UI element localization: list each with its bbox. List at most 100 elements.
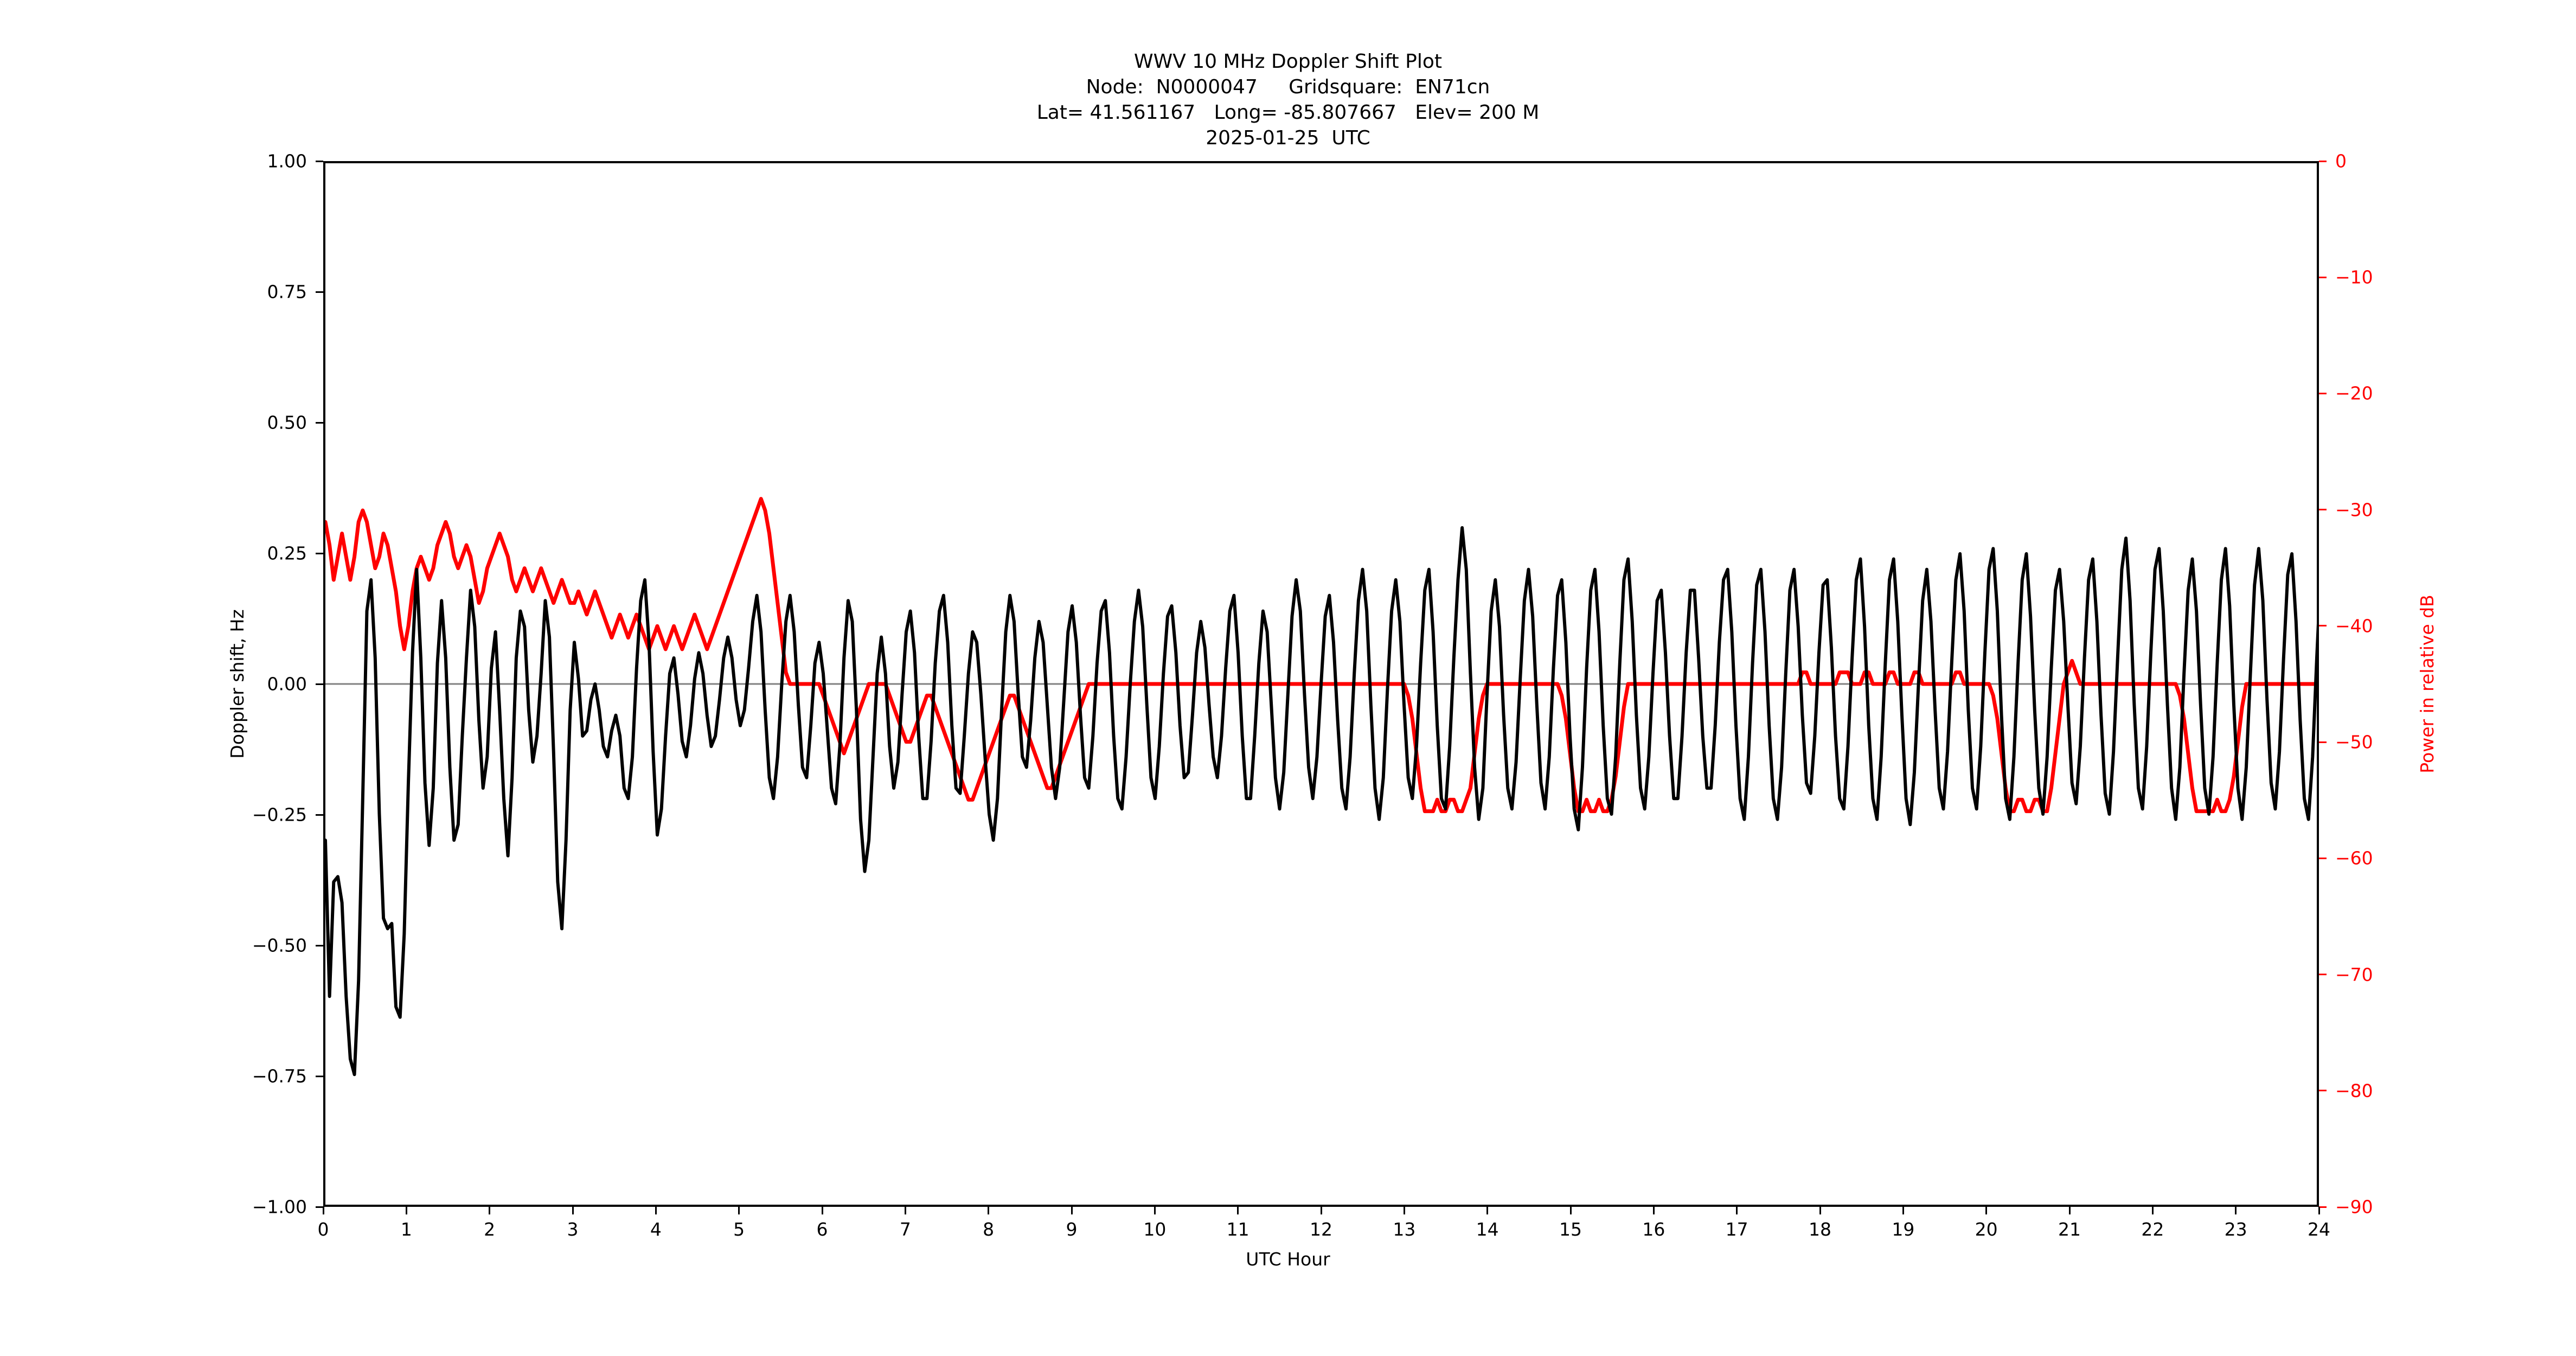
x-tick-mark [489, 1207, 491, 1214]
y-tick-label-left: 0.00 [267, 673, 307, 695]
x-tick-mark [1237, 1207, 1239, 1214]
x-tick-label: 22 [2141, 1219, 2164, 1240]
x-tick-label: 0 [317, 1219, 329, 1240]
x-tick-label: 18 [1809, 1219, 1831, 1240]
x-tick-label: 4 [650, 1219, 662, 1240]
x-tick-mark [1985, 1207, 1988, 1214]
x-tick-mark [1819, 1207, 1821, 1214]
x-tick-mark [1486, 1207, 1489, 1214]
x-tick-label: 5 [733, 1219, 745, 1240]
x-tick-mark [904, 1207, 906, 1214]
x-tick-label: 20 [1975, 1219, 1998, 1240]
x-tick-mark [405, 1207, 407, 1214]
y-tick-label-right: −70 [2335, 964, 2373, 986]
y-tick-mark-left [316, 1075, 323, 1077]
plot-area [323, 161, 2319, 1207]
x-tick-mark [2318, 1207, 2320, 1214]
x-tick-label: 1 [400, 1219, 412, 1240]
x-tick-mark [1736, 1207, 1738, 1214]
x-tick-mark [1403, 1207, 1405, 1214]
doppler-trace [325, 526, 2317, 1076]
y-tick-label-right: 0 [2335, 150, 2347, 172]
y-tick-label-left: −0.75 [252, 1065, 307, 1087]
x-tick-label: 14 [1476, 1219, 1499, 1240]
x-tick-label: 11 [1226, 1219, 1249, 1240]
y-tick-mark-left [316, 421, 323, 424]
x-tick-label: 24 [2308, 1219, 2330, 1240]
y-tick-mark-right [2319, 857, 2327, 859]
figure-title-line-4: 2025-01-25 UTC [1206, 127, 1370, 149]
x-tick-label: 16 [1642, 1219, 1665, 1240]
y-tick-label-left: 0.25 [267, 542, 307, 564]
y-tick-label-left: −0.50 [252, 935, 307, 956]
y-tick-label-right: −20 [2335, 382, 2373, 404]
x-tick-label: 10 [1143, 1219, 1167, 1240]
x-tick-mark [1071, 1207, 1073, 1214]
y-tick-mark-left [316, 814, 323, 816]
y-tick-mark-right [2319, 741, 2327, 743]
x-tick-mark [2068, 1207, 2071, 1214]
y-tick-label-left: 0.75 [267, 281, 307, 303]
y-tick-mark-right [2319, 276, 2327, 278]
x-tick-mark [1320, 1207, 1322, 1214]
y-tick-mark-right [2319, 625, 2327, 627]
x-tick-mark [322, 1207, 324, 1214]
y-tick-mark-right [2319, 392, 2327, 394]
y-tick-label-right: −40 [2335, 615, 2373, 637]
y-tick-mark-right [2319, 1090, 2327, 1092]
x-tick-label: 7 [899, 1219, 911, 1240]
x-tick-mark [738, 1207, 740, 1214]
y-tick-mark-left [316, 1206, 323, 1208]
figure-title-line-2: Node: N0000047 Gridsquare: EN71cn [1086, 76, 1490, 98]
y-tick-mark-left [316, 552, 323, 554]
x-tick-mark [988, 1207, 990, 1214]
y-axis-right-label: Power in relative dB [2417, 594, 2438, 773]
x-tick-mark [1902, 1207, 1904, 1214]
y-tick-label-left: −0.25 [252, 804, 307, 826]
x-tick-label: 8 [983, 1219, 995, 1240]
y-tick-label-left: 1.00 [267, 150, 307, 172]
y-tick-label-right: −80 [2335, 1080, 2373, 1102]
y-tick-label-left: 0.50 [267, 412, 307, 433]
x-tick-mark [2235, 1207, 2237, 1214]
y-tick-label-right: −90 [2335, 1196, 2373, 1218]
y-tick-mark-left [316, 944, 323, 946]
y-tick-mark-left [316, 683, 323, 685]
x-tick-label: 3 [567, 1219, 579, 1240]
x-tick-mark [655, 1207, 657, 1214]
figure-title-block: WWV 10 MHz Doppler Shift Plot Node: N000… [0, 49, 2576, 151]
x-tick-label: 19 [1892, 1219, 1915, 1240]
y-tick-mark-right [2319, 509, 2327, 511]
x-tick-mark [1569, 1207, 1572, 1214]
x-tick-label: 17 [1725, 1219, 1748, 1240]
y-tick-mark-right [2319, 1206, 2327, 1208]
y-tick-mark-right [2319, 160, 2327, 162]
x-tick-mark [572, 1207, 574, 1214]
y-axis-left-label: Doppler shift, Hz [227, 609, 248, 759]
y-tick-label-right: −10 [2335, 266, 2373, 288]
x-tick-label: 15 [1559, 1219, 1582, 1240]
y-tick-label-right: −60 [2335, 847, 2373, 869]
y-tick-mark-right [2319, 974, 2327, 976]
y-tick-label-right: −50 [2335, 731, 2373, 753]
x-tick-label: 23 [2224, 1219, 2247, 1240]
x-tick-mark [2151, 1207, 2154, 1214]
x-tick-label: 6 [816, 1219, 828, 1240]
x-tick-label: 9 [1066, 1219, 1078, 1240]
y-tick-label-right: −30 [2335, 499, 2373, 521]
x-tick-label: 21 [2058, 1219, 2081, 1240]
x-tick-label: 2 [484, 1219, 496, 1240]
figure-title-line-1: WWV 10 MHz Doppler Shift Plot [1134, 50, 1442, 73]
plot-canvas [325, 497, 2317, 1076]
x-tick-mark [1652, 1207, 1655, 1214]
x-axis-label: UTC Hour [1246, 1249, 1330, 1270]
y-tick-mark-left [316, 160, 323, 162]
y-tick-label-left: −1.00 [252, 1196, 307, 1218]
x-tick-label: 12 [1310, 1219, 1332, 1240]
x-tick-mark [821, 1207, 823, 1214]
x-tick-mark [1154, 1207, 1156, 1214]
figure-title-line-3: Lat= 41.561167 Long= -85.807667 Elev= 20… [1036, 101, 1540, 124]
x-tick-label: 13 [1393, 1219, 1416, 1240]
y-tick-mark-left [316, 291, 323, 293]
